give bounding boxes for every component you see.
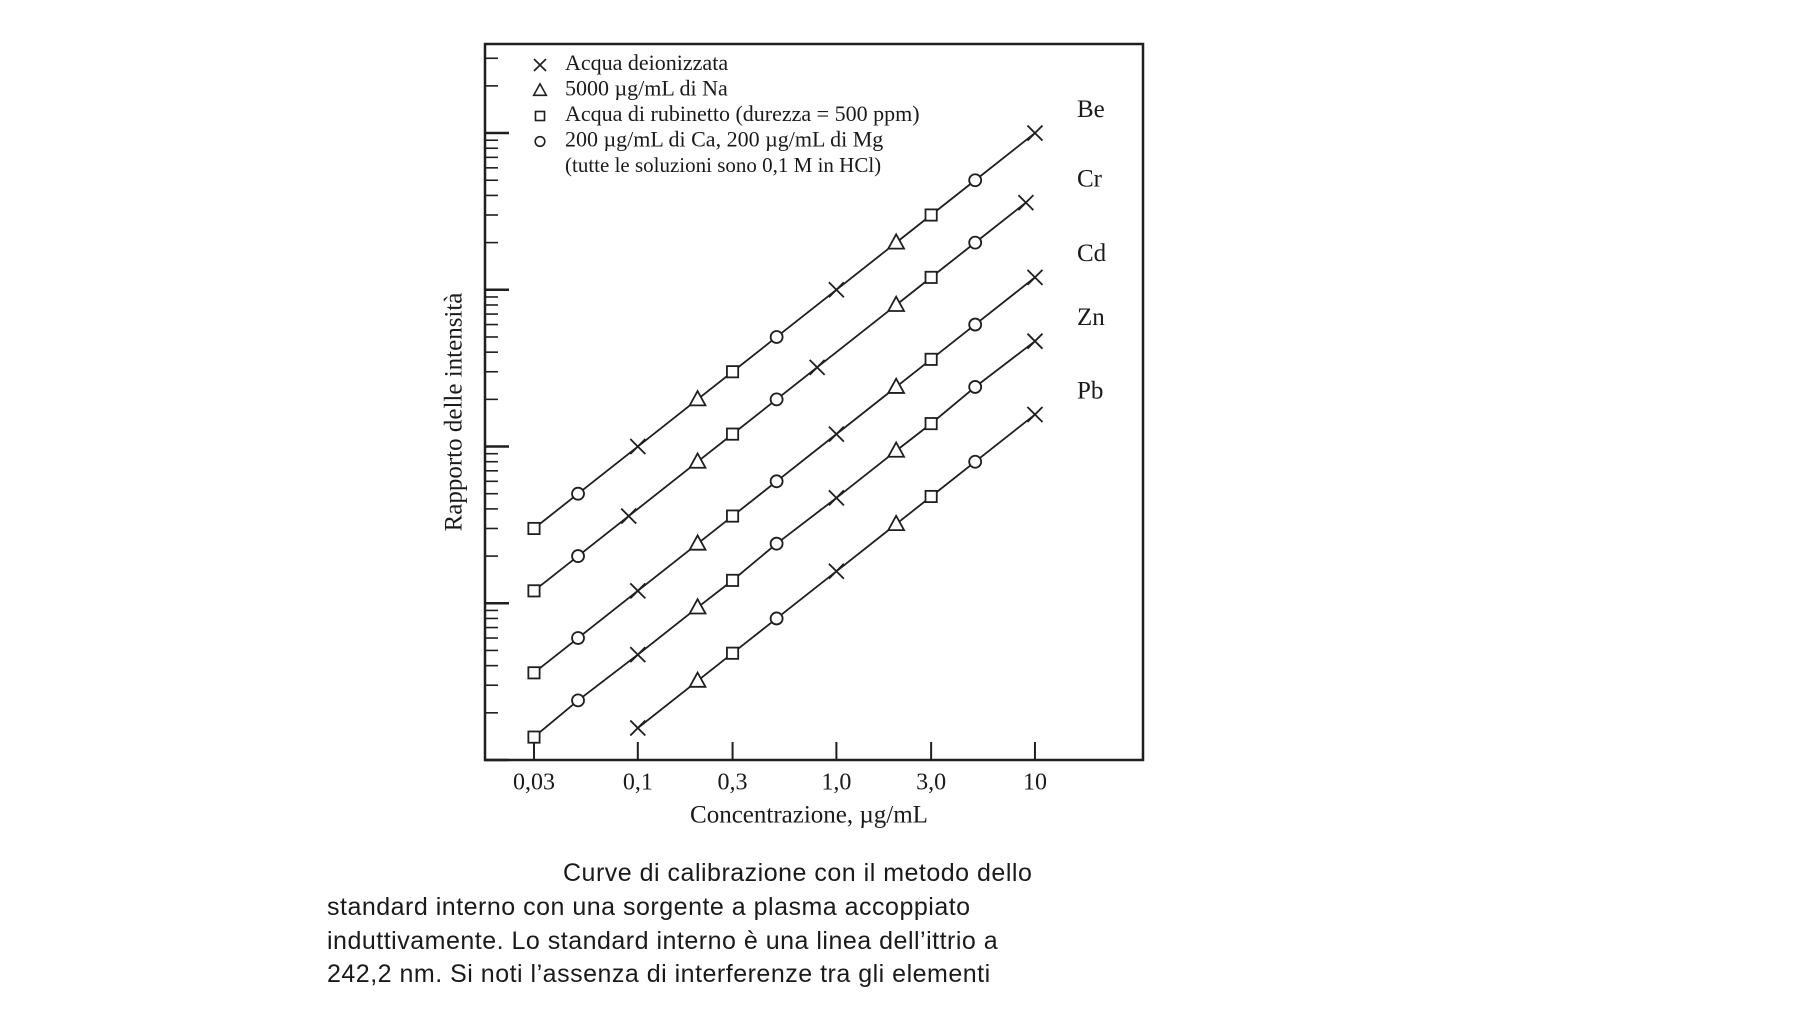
x-tick-label: 3,0 bbox=[916, 770, 946, 796]
marker-circle bbox=[968, 235, 983, 250]
marker-triangle bbox=[688, 451, 707, 469]
marker-x bbox=[828, 563, 845, 580]
marker-square bbox=[924, 208, 938, 222]
marker-circle bbox=[968, 317, 983, 332]
x-tick-label: 10 bbox=[1023, 770, 1047, 796]
marker-triangle bbox=[688, 670, 707, 688]
marker-x bbox=[1026, 269, 1044, 286]
marker-x bbox=[629, 582, 646, 599]
marker-square bbox=[534, 110, 546, 122]
marker-square bbox=[726, 427, 740, 441]
marker-triangle bbox=[688, 533, 707, 551]
marker-x bbox=[1026, 333, 1044, 350]
caption-line: induttivamente. Lo standard interno è un… bbox=[327, 927, 999, 955]
legend-label: 200 µg/mL di Ca, 200 µg/mL di Mg bbox=[565, 127, 883, 152]
y-axis-title: Rapporto delle intensità bbox=[441, 293, 468, 532]
marker-circle bbox=[534, 135, 546, 148]
marker-circle bbox=[769, 536, 784, 551]
marker-x bbox=[620, 507, 637, 525]
series-line bbox=[533, 276, 1036, 674]
plot-frame bbox=[483, 42, 1145, 762]
x-axis-title: Concentrazione, µg/mL bbox=[690, 802, 928, 829]
marker-square bbox=[726, 365, 740, 379]
marker-square bbox=[527, 666, 541, 680]
marker-square bbox=[726, 573, 740, 587]
series-label: Be bbox=[1077, 96, 1105, 123]
marker-square bbox=[924, 417, 938, 431]
series-line bbox=[533, 340, 1036, 738]
marker-circle bbox=[571, 693, 585, 708]
marker-circle bbox=[968, 380, 983, 394]
marker-x bbox=[1026, 124, 1044, 142]
marker-x bbox=[629, 438, 646, 455]
marker-x bbox=[1017, 194, 1035, 211]
series-label: Cr bbox=[1077, 165, 1103, 192]
marker-square bbox=[924, 270, 938, 284]
legend-label: 5000 µg/mL di Na bbox=[565, 76, 728, 101]
marker-circle bbox=[968, 454, 983, 469]
marker-circle bbox=[571, 486, 585, 501]
marker-square bbox=[726, 509, 740, 523]
marker-circle bbox=[769, 392, 784, 407]
marker-square bbox=[527, 730, 541, 744]
marker-circle bbox=[571, 549, 585, 563]
caption-line: standard interno con una sorgente a plas… bbox=[327, 893, 971, 921]
series-label: Zn bbox=[1077, 304, 1105, 331]
marker-x bbox=[828, 489, 845, 507]
marker-x bbox=[629, 646, 646, 663]
marker-circle bbox=[769, 474, 784, 489]
marker-circle bbox=[769, 611, 784, 626]
marker-triangle bbox=[688, 389, 707, 407]
marker-circle bbox=[571, 631, 585, 645]
caption-line: 242,2 nm. Si noti l’assenza di interfere… bbox=[327, 960, 991, 988]
marker-triangle bbox=[532, 82, 548, 97]
x-tick-label: 0,3 bbox=[718, 770, 748, 796]
marker-square bbox=[527, 584, 541, 598]
marker-triangle bbox=[886, 376, 906, 394]
legend-label: Acqua deionizzata bbox=[565, 50, 728, 75]
series-line bbox=[533, 132, 1036, 530]
marker-x bbox=[533, 58, 547, 72]
marker-triangle bbox=[688, 597, 707, 615]
marker-square bbox=[527, 521, 541, 536]
marker-x bbox=[1026, 406, 1044, 423]
caption-line: Curve di calibrazione con il metodo dell… bbox=[563, 859, 1033, 887]
marker-x bbox=[828, 281, 845, 298]
marker-square bbox=[924, 352, 938, 366]
marker-circle bbox=[769, 330, 784, 344]
x-tick-label: 0,1 bbox=[623, 770, 653, 796]
marker-circle bbox=[968, 173, 983, 188]
marker-x bbox=[809, 359, 826, 376]
marker-square bbox=[726, 646, 740, 660]
legend-note: (tutte le soluzioni sono 0,1 M in HCl) bbox=[565, 153, 881, 177]
series-label: Pb bbox=[1077, 377, 1103, 404]
x-tick-label: 0,03 bbox=[513, 770, 555, 796]
marker-triangle bbox=[886, 440, 906, 458]
marker-triangle bbox=[886, 232, 906, 250]
marker-x bbox=[629, 719, 646, 737]
legend-label: Acqua di rubinetto (durezza = 500 ppm) bbox=[565, 101, 920, 126]
x-tick-label: 1,0 bbox=[821, 770, 851, 796]
marker-triangle bbox=[886, 294, 906, 312]
marker-x bbox=[828, 425, 845, 443]
series-label: Cd bbox=[1077, 240, 1107, 267]
marker-square bbox=[924, 489, 938, 504]
marker-triangle bbox=[886, 513, 906, 531]
